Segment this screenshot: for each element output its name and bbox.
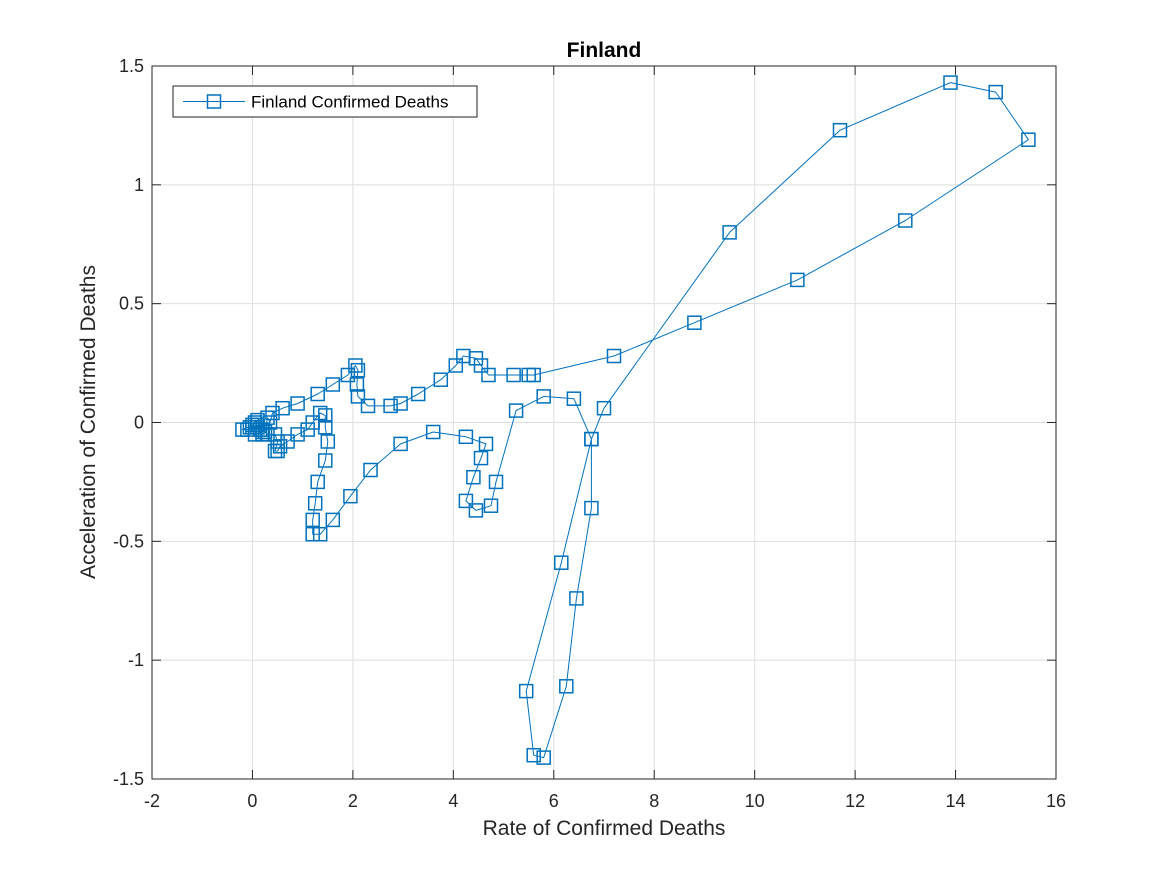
data-point: [350, 389, 366, 404]
data-point: [988, 84, 1003, 100]
legend-entry-label: Finland Confirmed Deaths: [251, 93, 448, 112]
x-tick-label: 8: [649, 791, 659, 811]
legend: Finland Confirmed Deaths: [172, 85, 478, 118]
data-point: [310, 386, 325, 402]
data-point: [318, 453, 333, 468]
data-point: [468, 503, 484, 518]
legend-marker-square-icon: [206, 94, 222, 109]
data-point: [267, 443, 283, 459]
data-point: [687, 315, 702, 330]
x-tick-label: 4: [448, 791, 458, 811]
y-tick-label: -1: [128, 650, 144, 670]
chart-title: Finland: [567, 39, 642, 62]
x-tick-label: 2: [348, 791, 358, 811]
data-point: [508, 403, 524, 418]
series-layer: [235, 75, 1036, 765]
series-line: [241, 82, 1029, 759]
data-point: [348, 358, 363, 373]
y-tick-label: 1.5: [119, 56, 144, 76]
data-point: [300, 422, 315, 437]
data-point: [305, 512, 320, 528]
data-point: [559, 679, 574, 694]
data-point: [242, 420, 258, 435]
data-point: [325, 377, 341, 392]
data-point: [481, 367, 496, 383]
data-point: [526, 367, 541, 383]
data-point: [832, 122, 848, 138]
data-point: [310, 474, 325, 490]
data-point: [312, 405, 328, 421]
data-point: [458, 429, 474, 445]
x-tick-label: 0: [247, 791, 257, 811]
data-point: [566, 391, 582, 406]
data-point: [410, 386, 426, 402]
data-point: [312, 526, 328, 542]
data-point: [943, 75, 958, 90]
data-point: [790, 272, 805, 288]
tick-labels: -2 0 2 4 6 8 10 12 14 16 -1.5 -1 -0.5 0 0.5 1 1.5: [113, 56, 1066, 811]
data-point: [478, 436, 494, 452]
data-point: [363, 462, 378, 478]
data-point: [898, 213, 913, 228]
x-tick-label: 6: [549, 791, 559, 811]
data-point: [340, 367, 356, 383]
data-point: [488, 474, 504, 490]
data-point: [526, 747, 541, 763]
data-point: [466, 469, 481, 485]
data-point: [584, 431, 599, 447]
x-axis-label: Rate of Confirmed Deaths: [483, 817, 726, 840]
data-point: [483, 498, 499, 513]
data-point: [722, 225, 737, 240]
data-point: [325, 512, 341, 528]
data-point: [433, 372, 449, 387]
y-tick-label: -1.5: [113, 769, 144, 789]
y-tick-label: 0: [134, 413, 144, 433]
data-point: [1021, 132, 1036, 147]
y-tick-label: 1: [134, 175, 144, 195]
data-point: [265, 405, 280, 421]
data-point: [393, 396, 408, 411]
x-tick-label: 12: [845, 791, 865, 811]
data-point: [290, 396, 305, 411]
y-tick-label: -0.5: [113, 531, 144, 551]
data-point: [425, 424, 441, 440]
data-point: [536, 389, 551, 404]
data-point: [350, 362, 366, 378]
data-point: [596, 400, 612, 416]
data-point: [360, 398, 376, 414]
data-point: [536, 750, 551, 765]
y-axis-label: Acceleration of Confirmed Deaths: [77, 265, 100, 579]
x-tick-label: 16: [1046, 791, 1066, 811]
data-point: [506, 367, 521, 383]
x-tick-label: 10: [745, 791, 765, 811]
data-point: [584, 500, 599, 516]
data-point: [305, 526, 320, 542]
data-point: [458, 493, 474, 509]
axes: [151, 65, 1057, 780]
x-tick-label: -2: [144, 791, 160, 811]
data-point: [349, 377, 365, 392]
data-point: [272, 439, 288, 454]
data-point: [473, 358, 489, 373]
data-point: [448, 358, 464, 373]
data-point: [307, 496, 323, 511]
data-point: [518, 683, 534, 699]
data-point: [320, 434, 336, 449]
x-tick-label: 14: [946, 791, 966, 811]
data-point: [275, 400, 290, 416]
data-point: [606, 348, 622, 364]
data-point: [343, 488, 358, 504]
data-point: [383, 398, 398, 414]
data-point: [473, 450, 489, 466]
data-point: [393, 436, 408, 452]
data-point: [554, 555, 569, 570]
y-tick-label: 0.5: [119, 294, 144, 314]
data-point: [569, 591, 584, 606]
